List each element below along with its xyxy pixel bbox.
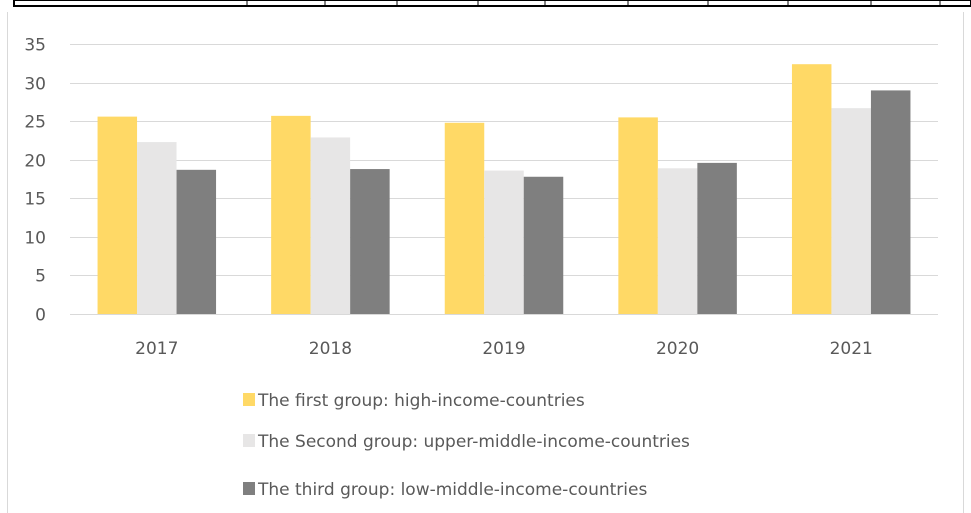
- y-tick-label: 15: [24, 190, 46, 210]
- bar-1-2021: [791, 64, 832, 314]
- bars: [97, 64, 911, 315]
- legend-swatch: [243, 393, 255, 406]
- y-tick-label: 10: [24, 229, 46, 249]
- bar-2-2018: [310, 137, 351, 314]
- legend: The first group: high-income-countries Th…: [243, 391, 690, 500]
- bar-3-2019: [523, 176, 564, 314]
- legend-swatch: [243, 482, 255, 495]
- legend-item-2: The Second group: upper-middle-income-co…: [243, 432, 690, 452]
- bar-2-2017: [137, 142, 177, 314]
- x-tick-label: 2020: [656, 339, 699, 359]
- y-tick-label: 35: [24, 36, 46, 56]
- x-tick-label: 2021: [830, 339, 873, 359]
- bar-2-2019: [484, 170, 524, 314]
- table-fragment-border: [13, 0, 971, 7]
- x-tick-label: 2017: [135, 339, 178, 359]
- legend-label: The third group: low-middle-income-count…: [257, 480, 647, 500]
- y-tick-label: 25: [24, 113, 46, 133]
- x-axis-ticks: 2017 2018 2019 2020 2021: [135, 339, 873, 359]
- bar-3-2017: [176, 169, 217, 314]
- x-tick-label: 2019: [482, 339, 525, 359]
- y-tick-label: 20: [24, 152, 46, 172]
- y-tick-label: 5: [35, 267, 46, 287]
- bar-1-2020: [618, 117, 658, 315]
- bar-3-2021: [870, 90, 911, 314]
- legend-swatch: [243, 434, 255, 447]
- legend-label: The Second group: upper-middle-income-co…: [257, 432, 690, 452]
- bar-3-2018: [350, 169, 390, 314]
- legend-label: The first group: high-income-countries: [257, 391, 585, 411]
- legend-item-3: The third group: low-middle-income-count…: [243, 480, 647, 500]
- y-tick-label: 30: [24, 75, 46, 95]
- bar-2-2021: [831, 108, 871, 314]
- bar-1-2017: [97, 116, 138, 315]
- bar-1-2019: [444, 122, 485, 315]
- x-tick-label: 2018: [309, 339, 352, 359]
- bar-1-2018: [271, 115, 311, 314]
- bar-3-2020: [697, 162, 737, 314]
- y-axis-ticks: 0 5 10 15 20 25 30 35: [24, 36, 46, 326]
- bar-2-2020: [657, 168, 698, 314]
- y-tick-label: 0: [35, 306, 46, 326]
- legend-item-1: The first group: high-income-countries: [243, 391, 585, 411]
